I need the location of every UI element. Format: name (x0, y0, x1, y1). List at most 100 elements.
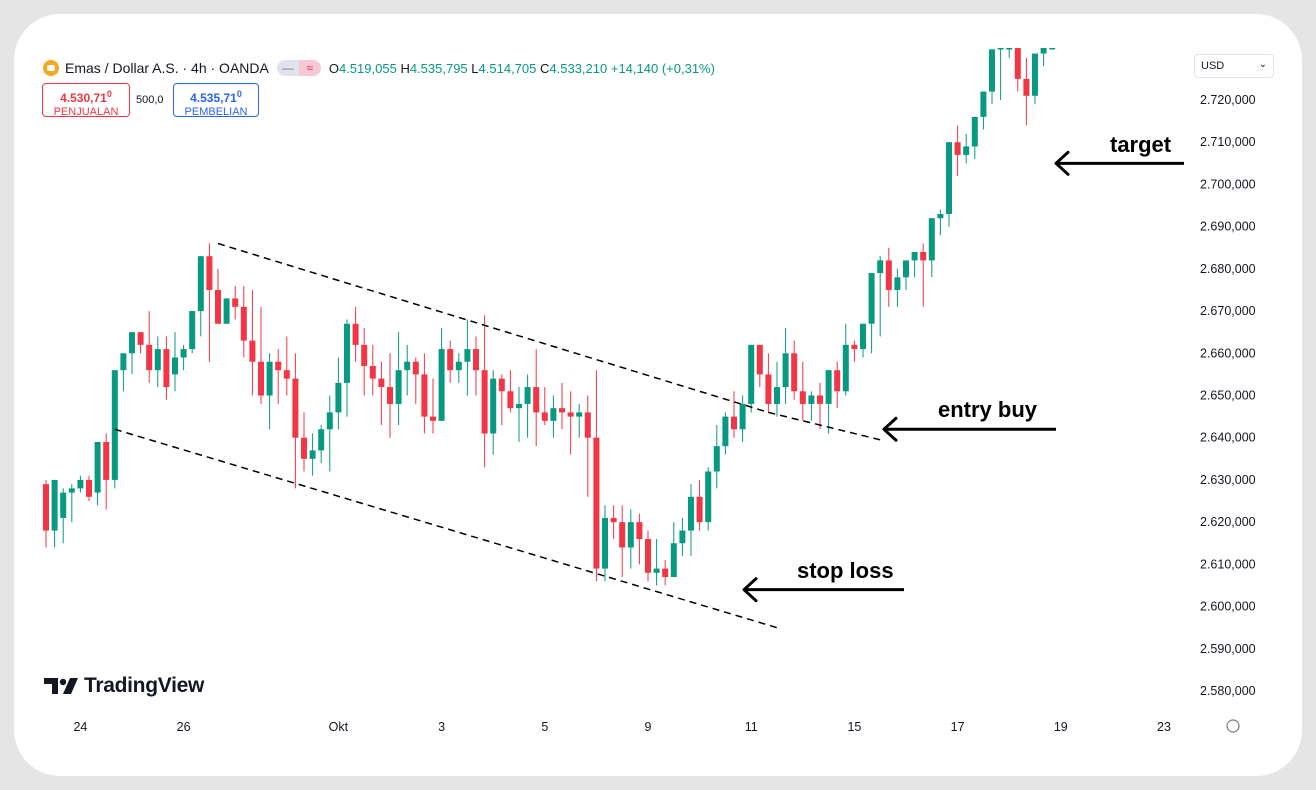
candle-body (438, 349, 445, 421)
candle-body (713, 446, 720, 472)
candle-body (696, 496, 703, 523)
candle-body (249, 340, 256, 362)
candle-body (318, 429, 325, 451)
candle-body (77, 479, 84, 489)
candle-body (129, 332, 135, 354)
candle-body (335, 382, 342, 413)
y-tick-label: 2.660,000 (1200, 346, 1256, 360)
y-tick-label: 2.620,000 (1200, 515, 1256, 529)
candle-body (154, 349, 161, 371)
y-tick-label: 2.670,000 (1200, 304, 1256, 318)
indicator-toggle[interactable]: — ≈ (276, 60, 321, 76)
candle-body (559, 408, 565, 413)
price-chart[interactable]: 2.720,000 2.710,000 2.700,000 2.690,000 2.68… (14, 14, 1302, 776)
candle-body (412, 361, 419, 375)
candle-body (516, 403, 522, 409)
currency-select[interactable]: USD ⌄ (1194, 54, 1274, 78)
y-tick-label: 2.630,000 (1200, 473, 1256, 487)
candle-body (688, 496, 694, 531)
y-tick-label: 2.710,000 (1200, 135, 1256, 149)
candle-body (146, 344, 153, 371)
candle-body (593, 437, 600, 569)
candle-body (1023, 78, 1030, 96)
y-tick-label: 2.610,000 (1200, 557, 1256, 571)
candle-body (920, 251, 927, 261)
candle-body (756, 344, 763, 375)
candle-body (464, 349, 471, 362)
candle-body (980, 91, 987, 117)
candle-body (739, 403, 746, 430)
candle-body (258, 361, 264, 396)
x-tick-label: 24 (73, 720, 87, 734)
candle-body (481, 370, 488, 434)
candle-body (791, 353, 798, 392)
candle-body (954, 142, 961, 155)
candle-body (997, 48, 1004, 50)
candle-body (137, 332, 144, 345)
candle-body (550, 408, 557, 421)
candle-body (748, 344, 755, 404)
x-tick-label: 5 (541, 720, 548, 734)
channel-upper-line (768, 411, 881, 441)
candle-body (808, 395, 815, 404)
candle-body (1040, 48, 1047, 54)
y-tick-label: 2.650,000 (1200, 389, 1256, 403)
candle-body (1049, 48, 1056, 50)
minus-icon[interactable]: — (276, 60, 299, 76)
candle-body (524, 387, 531, 404)
candle-body (851, 344, 858, 350)
candle-body (387, 387, 393, 404)
candle-body (197, 256, 204, 312)
candle-body (885, 260, 892, 290)
y-tick-label: 2.580,000 (1200, 684, 1256, 698)
candle-body (43, 484, 49, 531)
candle-body (782, 353, 789, 388)
buy-button[interactable]: 4.535,710 PEMBELIAN (173, 83, 259, 118)
candle-body (473, 349, 479, 371)
candle-body (842, 344, 849, 392)
candle-body (369, 365, 376, 379)
candle-body (292, 378, 299, 438)
x-tick-label: 23 (1157, 720, 1171, 734)
annotation-stop-loss: stop loss (797, 558, 894, 583)
y-tick-label: 2.720,000 (1200, 93, 1256, 107)
candle-body (326, 412, 333, 430)
tradingview-logo: TradingView (44, 674, 204, 698)
candle-body (971, 116, 978, 147)
candle-body (1032, 53, 1038, 96)
candle-body (86, 479, 92, 497)
candle-body (232, 298, 239, 307)
candle-body (817, 395, 823, 404)
candle-body (430, 416, 436, 421)
candle-body (602, 517, 608, 569)
settings-icon (1226, 719, 1240, 733)
candle-body (610, 517, 617, 523)
candle-body (395, 370, 402, 404)
candle-body (576, 412, 583, 417)
candle-body (894, 277, 901, 290)
candle-body (301, 437, 307, 459)
candle-body (799, 391, 806, 404)
candle-body (825, 370, 832, 404)
x-tick-label: 19 (1054, 720, 1068, 734)
y-tick-label: 2.690,000 (1200, 220, 1256, 234)
candle-body (731, 416, 737, 430)
y-tick-label: 2.700,000 (1200, 177, 1256, 191)
candle-body (223, 298, 230, 324)
candle-body (344, 323, 350, 383)
chevron-down-icon: ⌄ (1258, 59, 1267, 70)
candle-body (378, 378, 385, 388)
symbol-title[interactable]: Emas / Dollar A.S. · 4h · OANDA (65, 60, 269, 76)
sell-button[interactable]: 4.530,710 PENJUALAN (42, 83, 130, 118)
candle-body (206, 256, 213, 290)
approx-icon[interactable]: ≈ (298, 60, 321, 76)
channel-lower-line (114, 428, 778, 629)
candle-body (68, 488, 75, 493)
candle-body (928, 218, 935, 261)
arrow-left-icon (882, 416, 898, 442)
candle-body (541, 412, 548, 421)
candle-body (584, 412, 591, 438)
x-tick-label: 3 (438, 720, 445, 734)
candle-body (963, 146, 970, 155)
candle-body (275, 361, 282, 371)
